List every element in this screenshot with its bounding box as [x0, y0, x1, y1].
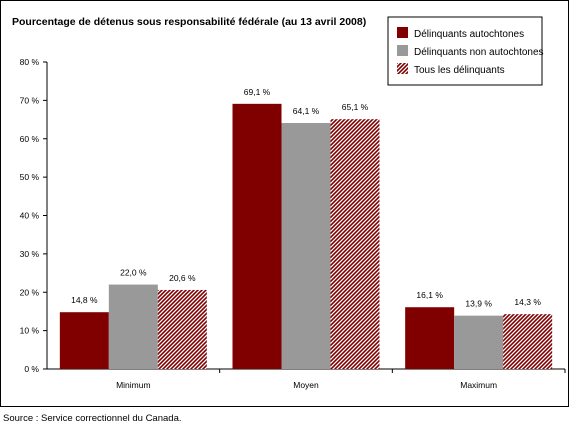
- y-tick-label: 10 %: [20, 326, 40, 336]
- bar: [405, 307, 455, 369]
- plot-area: 0 % 10 % 20 % 30 % 40 % 50 % 60 % 70 % 80 % Minim…: [20, 57, 566, 390]
- bar: [157, 289, 207, 369]
- bar: [503, 314, 553, 369]
- y-tick-label: 60 %: [20, 134, 40, 144]
- data-label: 64,1 %: [293, 106, 320, 116]
- bar-chart: Pourcentage de détenus sous responsabili…: [12, 16, 566, 390]
- data-label: 65,1 %: [342, 102, 369, 112]
- bar: [232, 103, 282, 370]
- bar: [281, 123, 331, 369]
- y-tick-label: 80 %: [20, 57, 40, 67]
- bar: [108, 284, 158, 369]
- data-label: 14,8 %: [71, 295, 98, 305]
- legend-box: [387, 16, 543, 86]
- data-label: 16,1 %: [416, 290, 443, 300]
- legend-label-autochtones: Délinquants autochtones: [414, 29, 524, 40]
- legend: Délinquants autochtones Délinquants non …: [387, 16, 544, 86]
- legend-label-non-autochtones: Délinquants non autochtones: [414, 47, 544, 58]
- legend-swatch-tous: [397, 63, 408, 74]
- legend-swatch-autochtones: [397, 27, 408, 38]
- data-label: 22,0 %: [120, 268, 147, 278]
- x-tick-label: Moyen: [293, 380, 319, 390]
- bar: [59, 312, 109, 369]
- legend-swatch-non-autochtones: [397, 45, 408, 56]
- x-tick-label: Minimum: [116, 380, 150, 390]
- chart-title: Pourcentage de détenus sous responsabili…: [12, 16, 366, 28]
- y-tick-label: 70 %: [20, 95, 40, 105]
- y-tick-label: 30 %: [20, 249, 40, 259]
- y-tick-label: 0 %: [24, 364, 39, 374]
- data-label: 14,3 %: [514, 297, 541, 307]
- x-tick-label: Maximum: [460, 380, 497, 390]
- y-tick-label: 20 %: [20, 287, 40, 297]
- data-label: 20,6 %: [169, 273, 196, 283]
- legend-label-tous: Tous les délinquants: [414, 65, 505, 76]
- bar: [454, 315, 504, 369]
- bar: [330, 119, 380, 370]
- y-tick-label: 40 %: [20, 211, 40, 221]
- y-tick-label: 50 %: [20, 172, 40, 182]
- source-note: Source : Service correctionnel du Canada…: [3, 413, 182, 424]
- data-label: 69,1 %: [244, 87, 271, 97]
- data-label: 13,9 %: [465, 299, 492, 309]
